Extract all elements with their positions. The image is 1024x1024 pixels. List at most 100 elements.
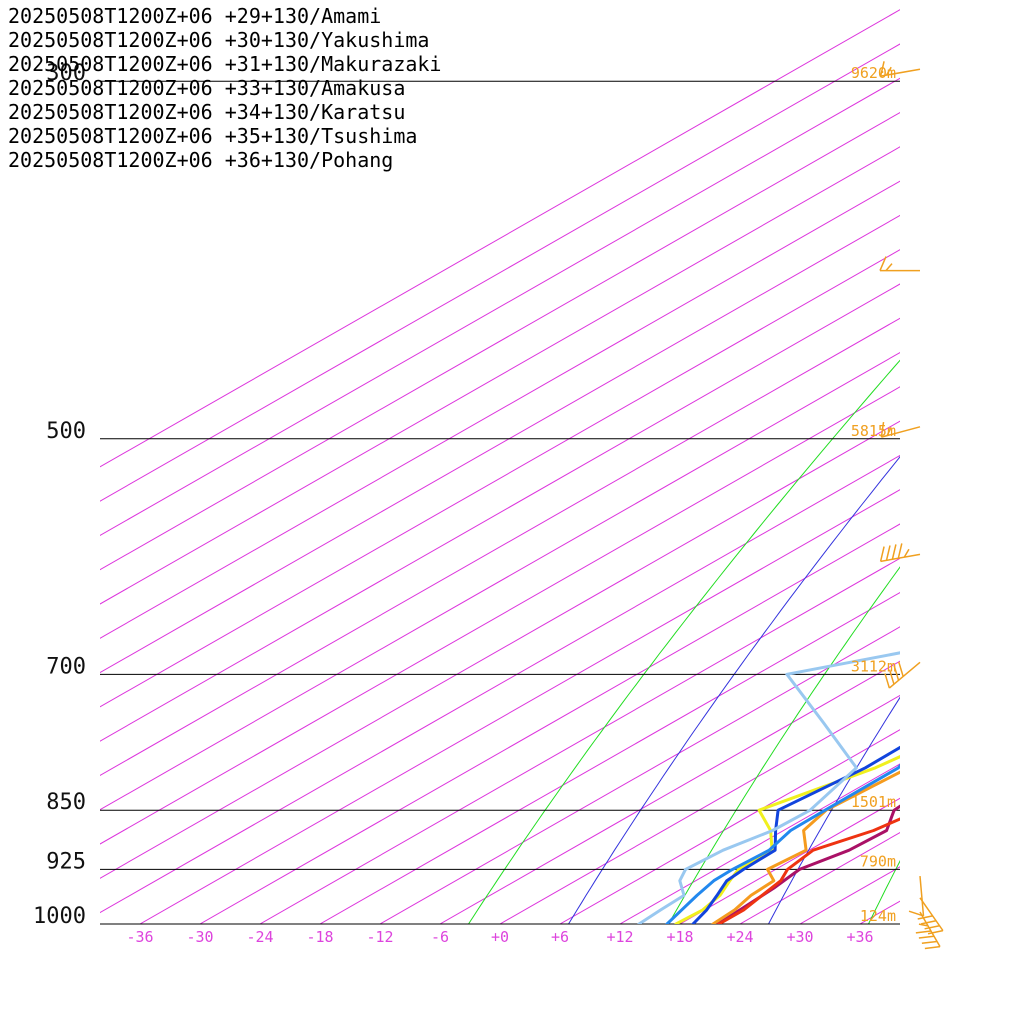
- legend-item-makurazaki: 20250508T1200Z+06 +31+130/Makurazaki: [8, 52, 442, 76]
- legend-item-karatsu: 20250508T1200Z+06 +34+130/Karatsu: [8, 100, 406, 124]
- wind-barb-feather: [898, 661, 904, 677]
- wind-barb-feather: [927, 929, 944, 935]
- isotherm-line: [259, 557, 900, 924]
- dry-adiabat-line: [567, 456, 900, 924]
- wind-barb-feather: [924, 945, 941, 950]
- pressure-label: 850: [46, 790, 86, 815]
- legend-item-tsushima: 20250508T1200Z+06 +35+130/Tsushima: [8, 124, 418, 148]
- isotherm-line: [559, 729, 900, 924]
- wind-barb-feather: [879, 256, 887, 271]
- wind-barb: [884, 661, 921, 689]
- isotherm-line: [859, 900, 900, 924]
- isotherm-line: [799, 866, 900, 924]
- temperature-profile-line: [637, 651, 900, 924]
- wind-barb: [915, 911, 941, 950]
- isotherm-line: [100, 43, 900, 502]
- wind-barb: [879, 543, 921, 563]
- wind-barb: [917, 897, 944, 935]
- wind-barb: [879, 256, 920, 272]
- wind-barb-feather: [885, 263, 893, 272]
- legend: 20250508T1200Z+06 +29+130/Amami 20250508…: [8, 4, 441, 172]
- wind-barb-feather: [884, 673, 891, 689]
- temperature-profile-line: [665, 763, 900, 924]
- wind-barb-staff: [919, 876, 925, 917]
- isotherm-line: [100, 420, 900, 879]
- dry-adiabat-line: [667, 566, 900, 924]
- height-label: 9620m: [851, 64, 896, 82]
- isotherm-line: [100, 180, 900, 639]
- temperature-profile-line: [716, 804, 900, 924]
- isotherm-line: [100, 214, 900, 674]
- wind-barb-feather: [885, 66, 892, 76]
- isotherm-line: [100, 9, 900, 468]
- label-layer: 10016529m15014117m20012343m25010879m3009…: [33, 61, 896, 946]
- temperature-tick-label: +18: [666, 928, 693, 946]
- wind-barb-feather: [915, 930, 932, 934]
- temperature-tick-label: +12: [606, 928, 633, 946]
- isotherm-line: [920, 0, 1024, 924]
- wind-barb: [879, 61, 921, 77]
- pressure-label: 925: [46, 849, 86, 874]
- wind-barb: [908, 876, 925, 917]
- isotherm-line: [499, 694, 900, 924]
- temperature-profile-line: [711, 770, 900, 924]
- temperature-tick-label: -30: [186, 928, 213, 946]
- wind-barb-feather: [918, 923, 929, 927]
- legend-item-pohang: 20250508T1200Z+06 +36+130/Pohang: [8, 148, 394, 172]
- legend-item-amami: 20250508T1200Z+06 +29+130/Amami: [8, 4, 382, 28]
- isotherms: [100, 0, 1024, 924]
- wind-barbs: [879, 61, 944, 950]
- temperature-tick-label: +0: [491, 928, 509, 946]
- temperature-tick-label: -12: [366, 928, 393, 946]
- pressure-label: 1000: [33, 904, 86, 929]
- dry-adiabat-line: [867, 860, 900, 924]
- wind-barb-feather: [880, 421, 885, 438]
- dry-adiabat-line: [767, 696, 900, 924]
- temperature-profile-line: [674, 755, 900, 924]
- series-layer: [637, 651, 900, 924]
- dry-adiabat-line: [467, 359, 900, 924]
- isotherm-line: [199, 523, 900, 924]
- temperature-profile-line: [691, 745, 900, 924]
- wind-barb-feather: [917, 915, 933, 920]
- pressure-label: 500: [46, 419, 86, 444]
- isotherm-line: [439, 660, 900, 924]
- dry-adiabat-line: [954, 0, 1024, 958]
- isotherm-line: [980, 0, 1024, 924]
- wind-barb-feather: [891, 544, 897, 560]
- dry-adiabats: [467, 0, 1024, 958]
- temperature-tick-label: -6: [431, 928, 449, 946]
- height-label: 1501m: [851, 793, 896, 811]
- height-label: 790m: [860, 852, 896, 870]
- height-label: 124m: [860, 907, 896, 925]
- isotherm-line: [100, 386, 900, 845]
- isotherm-line: [739, 831, 900, 924]
- isotherm-line: [379, 626, 900, 924]
- pressure-label: 700: [46, 654, 86, 679]
- isotherm-line: [100, 454, 900, 914]
- legend-item-amakusa: 20250508T1200Z+06 +33+130/Amakusa: [8, 76, 406, 100]
- isotherm-line: [100, 351, 900, 811]
- wind-barb-feather: [879, 546, 885, 562]
- pressure-label: 300: [46, 61, 86, 86]
- height-label: 5815m: [851, 422, 896, 440]
- isotherm-line: [139, 489, 900, 924]
- wind-barb-feather: [893, 665, 900, 681]
- temperature-tick-label: -18: [306, 928, 333, 946]
- temperature-tick-label: +24: [726, 928, 753, 946]
- wind-barb-feather: [888, 669, 895, 685]
- wind-barb: [880, 421, 921, 438]
- wind-barb-feather: [918, 935, 935, 939]
- temperature-tick-label: +6: [551, 928, 569, 946]
- legend-item-yakushima: 20250508T1200Z+06 +30+130/Yakushima: [8, 28, 430, 52]
- height-label: 3112m: [851, 657, 896, 675]
- temperature-tick-label: +30: [786, 928, 813, 946]
- temperature-tick-label: -24: [246, 928, 273, 946]
- grid-layer: [100, 0, 1024, 958]
- wind-barb-feather: [885, 545, 891, 561]
- temperature-tick-label: -36: [126, 928, 153, 946]
- isotherm-line: [679, 797, 900, 924]
- wind-barb-feather: [920, 920, 937, 925]
- wind-barb-feather: [897, 543, 903, 559]
